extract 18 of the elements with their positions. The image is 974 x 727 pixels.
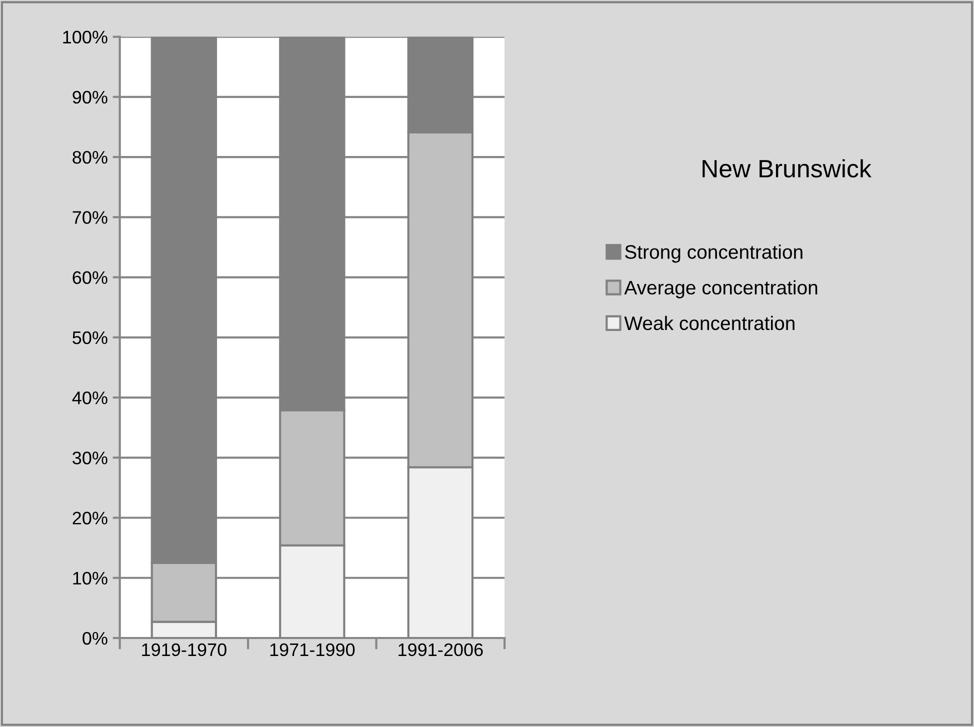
y-tick-label: 30% bbox=[72, 452, 108, 464]
legend-label: Weak concentration bbox=[624, 316, 794, 330]
text: New Brunswick bbox=[702, 159, 872, 178]
y-tick-label: 0% bbox=[82, 632, 108, 645]
y-tick-label: 60% bbox=[72, 271, 108, 284]
y-tick-label: 50% bbox=[72, 331, 108, 344]
y-tick-label: 70% bbox=[72, 211, 108, 224]
y-tick-label: 90% bbox=[72, 90, 108, 104]
y-tick-label: 80% bbox=[72, 150, 108, 164]
y-tick-label: 100% bbox=[63, 30, 108, 44]
y-tick-label: 10% bbox=[73, 572, 108, 585]
legend-label: Average concentration bbox=[624, 280, 818, 298]
x-tick-label: 1971-1990 bbox=[270, 643, 355, 656]
y-tick-label: 40% bbox=[72, 391, 108, 404]
legend-label: Strong concentration bbox=[625, 244, 802, 263]
x-tick-label: 1919-1970 bbox=[142, 643, 226, 656]
y-tick-label: 20% bbox=[72, 512, 108, 524]
x-tick-label: 1991-2006 bbox=[398, 643, 483, 656]
